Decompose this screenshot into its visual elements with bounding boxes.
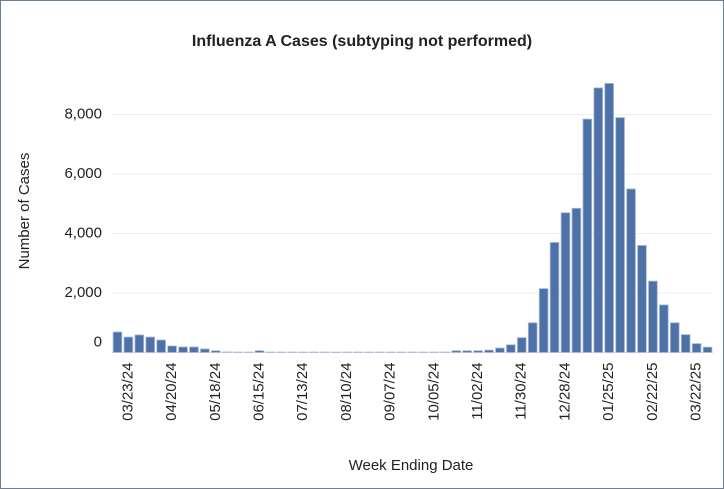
bar (615, 117, 625, 353)
bar (648, 280, 658, 353)
x-tick-label: 06/15/24 (250, 363, 267, 421)
bar (582, 118, 593, 353)
y-tick-label: 2,000 (64, 284, 102, 301)
y-tick-label: 6,000 (64, 165, 102, 182)
bar (211, 350, 221, 353)
y-tick-label: 4,000 (64, 225, 102, 242)
bar (659, 304, 669, 353)
chart-title: Influenza A Cases (subtyping not perform… (192, 33, 532, 50)
bar (527, 322, 538, 353)
bar (571, 207, 582, 353)
x-tick-label: 10/05/24 (425, 363, 442, 421)
bar (560, 212, 571, 353)
bar (669, 322, 680, 353)
bar (680, 334, 691, 353)
x-tick-label: 02/22/25 (644, 363, 661, 421)
bar (254, 350, 265, 353)
x-tick-label: 03/23/24 (119, 363, 136, 421)
bar (221, 351, 232, 353)
x-axis-label: Week Ending Date (349, 457, 474, 474)
bar (604, 82, 614, 353)
y-tick-label: 0 (94, 333, 102, 350)
y-axis-label: Number of Cases (16, 153, 33, 270)
bar (200, 348, 210, 353)
bar (134, 334, 145, 353)
bar (593, 87, 604, 353)
y-tick-label: 8,000 (64, 106, 102, 123)
bar (538, 288, 549, 353)
bar (506, 344, 516, 353)
x-tick-label: 05/18/24 (207, 363, 224, 421)
bar (462, 350, 472, 353)
x-tick-label: 03/22/25 (688, 363, 705, 421)
x-tick-label: 07/13/24 (294, 363, 311, 421)
bar (189, 346, 199, 353)
bar (637, 245, 647, 353)
x-tick-label: 08/10/24 (338, 363, 355, 421)
bar (178, 346, 188, 353)
bar (691, 343, 702, 353)
bar (145, 336, 156, 353)
x-tick-label: 09/07/24 (382, 363, 399, 421)
bar (702, 346, 713, 353)
bar (451, 350, 461, 353)
bar (495, 347, 505, 353)
x-tick-label: 11/30/24 (513, 363, 530, 420)
x-tick-label: 12/28/24 (556, 363, 573, 421)
bar (549, 242, 560, 353)
bar (167, 345, 177, 353)
x-tick-label: 01/25/25 (600, 363, 617, 421)
bar (484, 349, 494, 353)
bar (112, 331, 123, 353)
bar (123, 336, 134, 353)
x-tick-label: 11/02/24 (469, 363, 486, 420)
bar (156, 339, 166, 353)
bar (473, 350, 483, 353)
bar (626, 188, 636, 353)
x-tick-label: 04/20/24 (163, 363, 180, 421)
bar (517, 337, 527, 353)
